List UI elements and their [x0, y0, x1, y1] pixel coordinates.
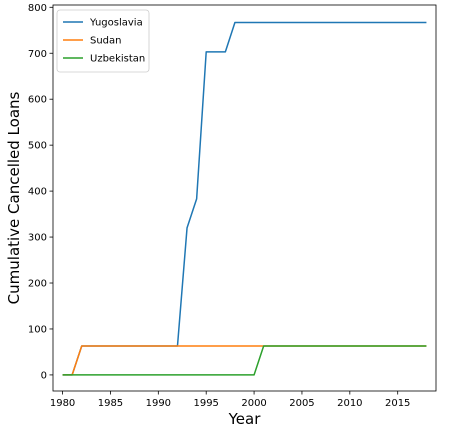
- series-line-uzbekistan: [62, 345, 427, 376]
- y-tick-label: 700: [28, 49, 47, 60]
- y-tick-label: 500: [28, 141, 47, 152]
- y-tick-label: 800: [28, 3, 47, 14]
- y-tick-label: 200: [28, 279, 47, 290]
- x-axis-label: Year: [228, 410, 262, 428]
- series-line-yugoslavia: [62, 21, 427, 376]
- y-axis-ticks: 0 100 200 300 400 500 600 700 800: [28, 3, 53, 381]
- x-tick-label: 1985: [98, 398, 123, 409]
- legend-label: Yugoslavia: [89, 18, 143, 29]
- y-tick-label: 600: [28, 95, 47, 106]
- legend-label: Uzbekistan: [90, 54, 145, 65]
- x-tick-label: 2005: [289, 398, 314, 409]
- x-tick-label: 1990: [146, 398, 171, 409]
- y-axis-label: Cumulative Cancelled Loans: [5, 91, 23, 304]
- legend-box: [56, 9, 150, 73]
- x-axis-ticks: 1980 1985 1990 1995 2000 2005 2010 2015: [50, 391, 410, 409]
- legend-label: Sudan: [90, 36, 122, 47]
- x-tick-label: 2010: [337, 398, 362, 409]
- y-tick-label: 300: [28, 233, 47, 244]
- legend: Yugoslavia Sudan Uzbekistan: [56, 9, 150, 73]
- x-tick-label: 2015: [385, 398, 410, 409]
- y-tick-label: 100: [28, 324, 47, 335]
- x-tick-label: 1995: [193, 398, 218, 409]
- plot-frame: [52, 4, 437, 392]
- y-tick-label: 0: [41, 370, 47, 381]
- series-line-sudan: [62, 345, 427, 376]
- x-tick-label: 2000: [241, 398, 266, 409]
- series-lines: [62, 21, 427, 376]
- x-tick-label: 1980: [50, 398, 75, 409]
- y-tick-label: 400: [28, 187, 47, 198]
